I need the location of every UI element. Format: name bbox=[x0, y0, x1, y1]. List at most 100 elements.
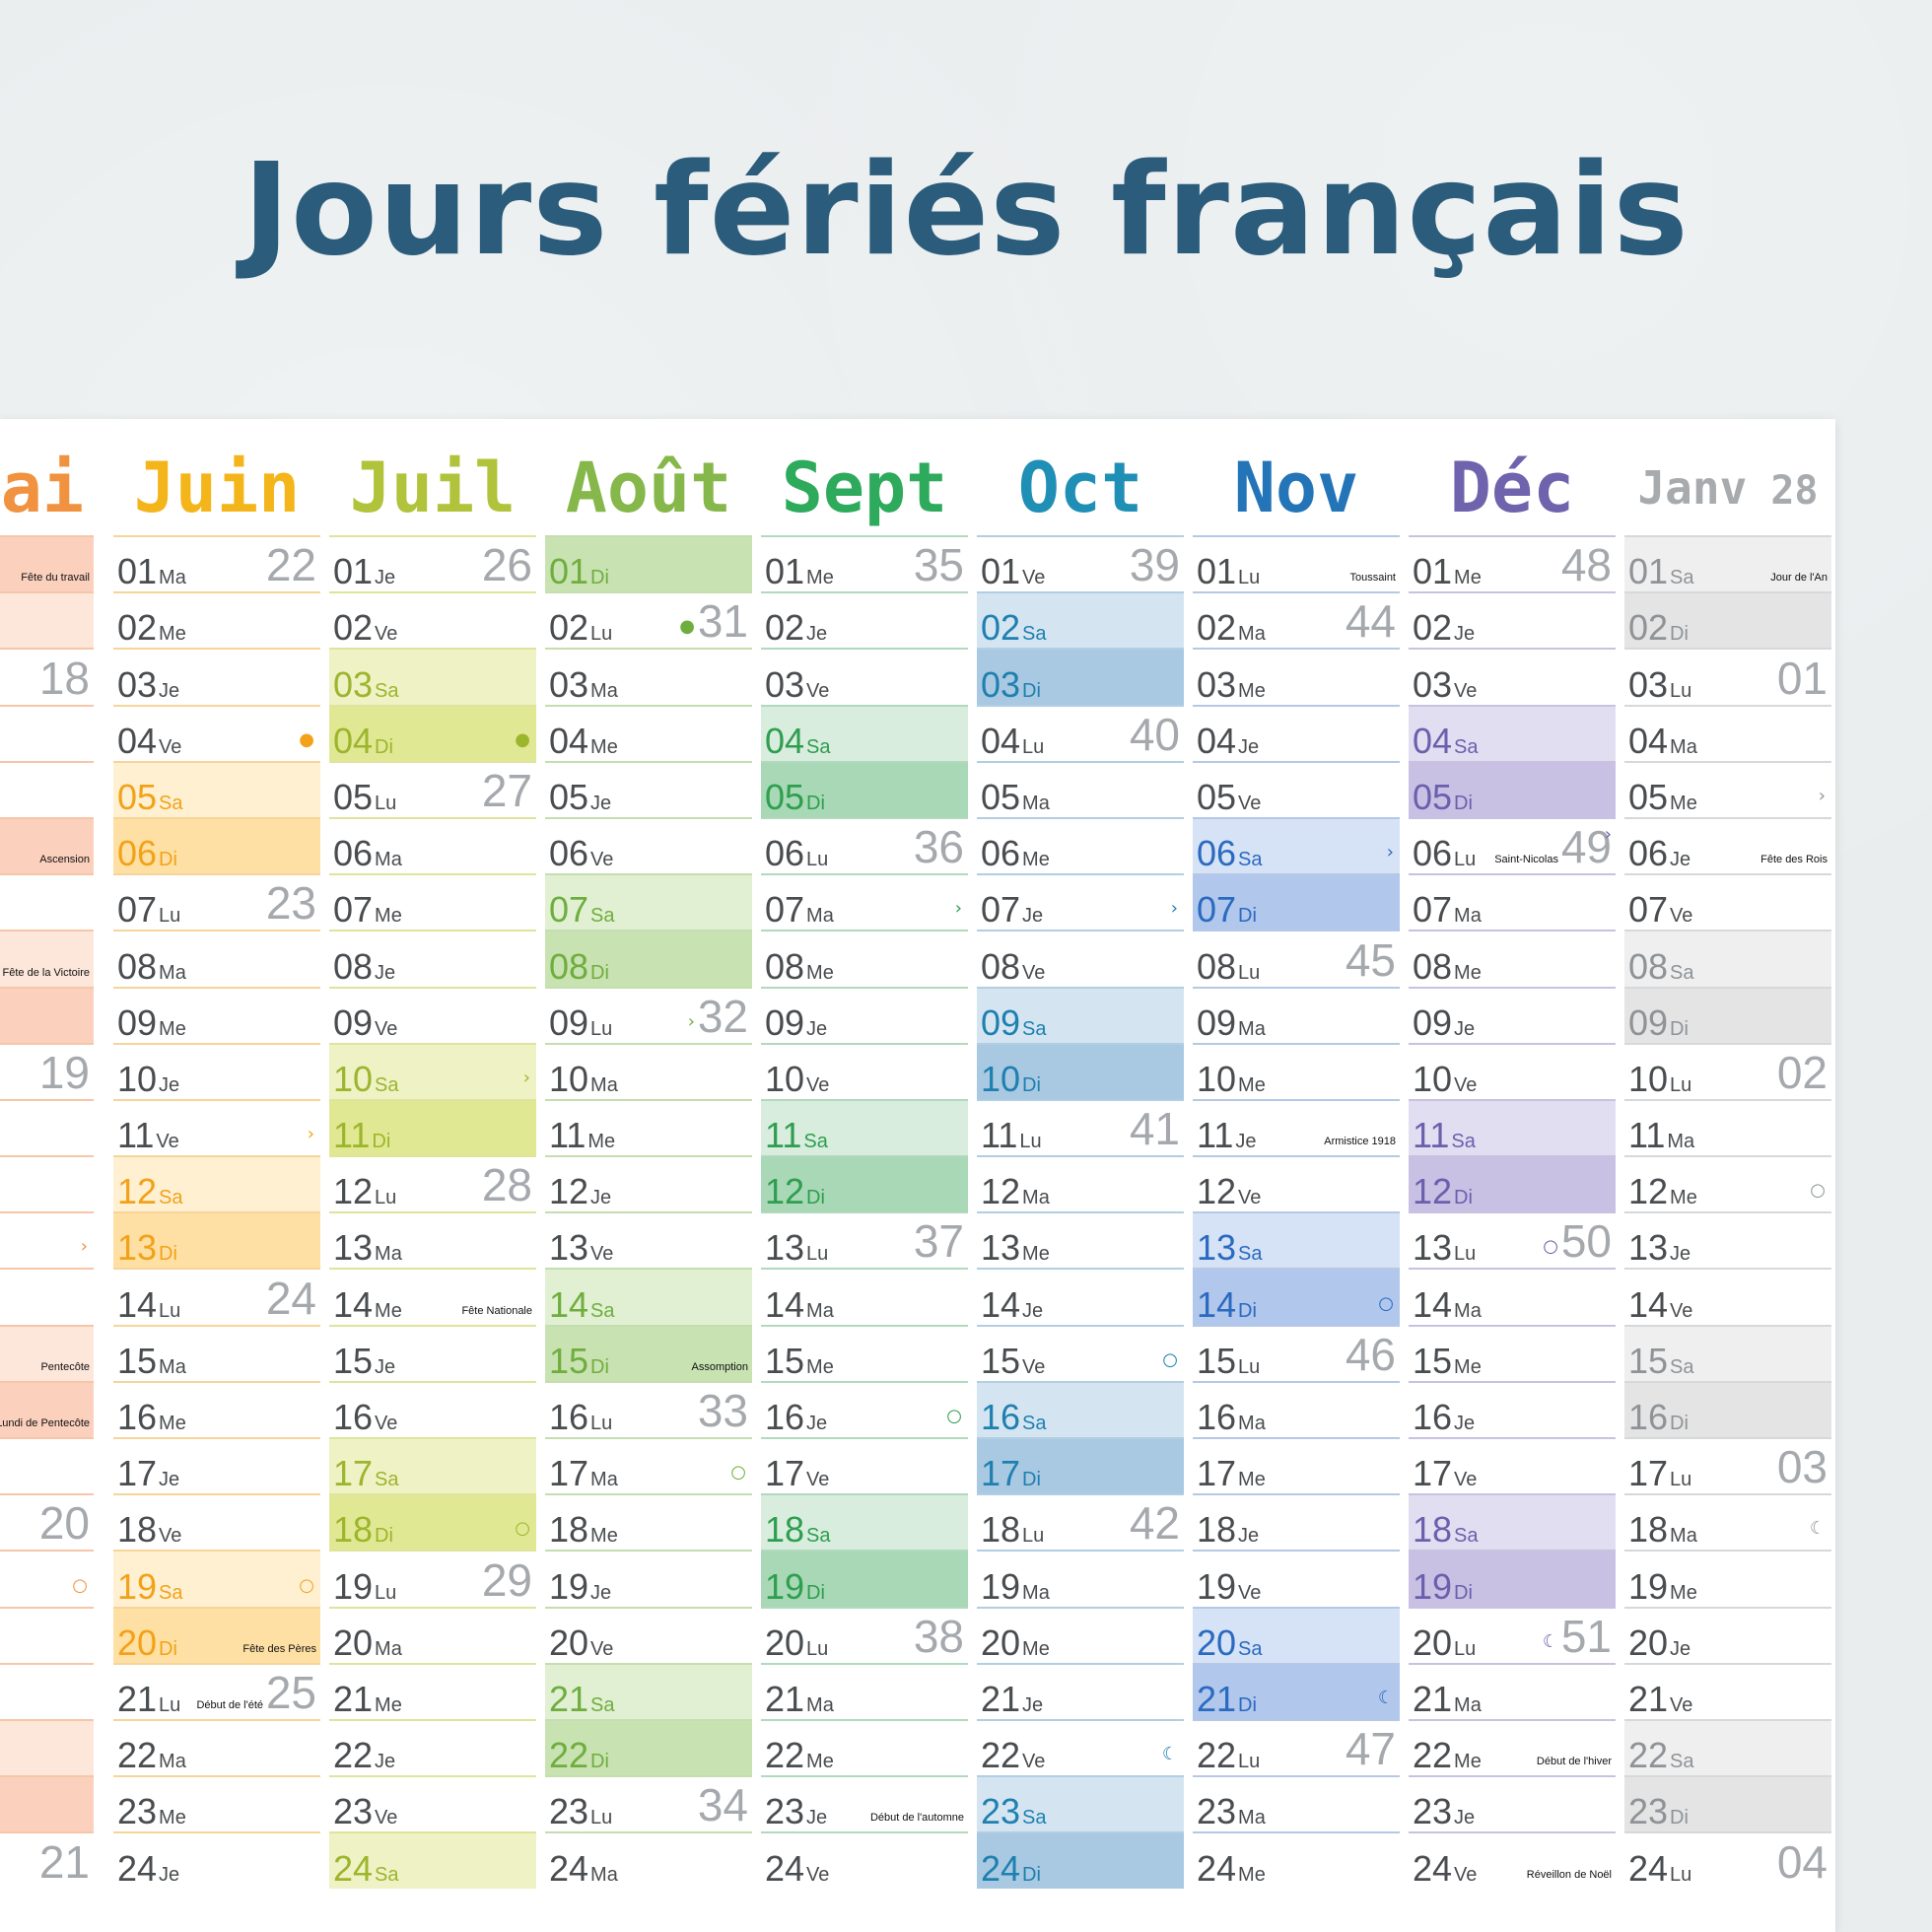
day-row: 01 Me 48 bbox=[1409, 535, 1616, 591]
weekday: Sa bbox=[590, 1299, 615, 1322]
day-label: 03 Sa bbox=[333, 666, 399, 703]
weekday: Ve bbox=[806, 1469, 830, 1491]
day-label: 08 Lu bbox=[1197, 945, 1260, 987]
weekday: Je bbox=[806, 1807, 828, 1829]
day-row: 21 Ve bbox=[1624, 1662, 1831, 1719]
day-number: 14 bbox=[549, 1283, 589, 1325]
day-label: 07 Je bbox=[981, 892, 1043, 928]
day-number: 18 bbox=[117, 1509, 158, 1551]
day-number: 12 bbox=[117, 1171, 158, 1212]
day-label: 09 Je bbox=[765, 1004, 827, 1041]
week-number: 21 bbox=[38, 1835, 90, 1888]
day-label: 14 Lu bbox=[117, 1286, 180, 1323]
day-label: 04 Lu bbox=[981, 723, 1044, 759]
day-row: 20 Di Fête des Pères bbox=[113, 1606, 320, 1663]
day-label: 02 Me bbox=[117, 610, 186, 646]
day-number: 07 bbox=[1197, 889, 1237, 931]
day-number: 10 bbox=[1197, 1058, 1237, 1099]
week-number: 35 bbox=[913, 539, 964, 591]
day-label: 24 Sa bbox=[333, 1850, 399, 1887]
day-number: 02 bbox=[1413, 607, 1453, 649]
day-label: 02 Je bbox=[765, 610, 827, 646]
day-row: 20 Ve bbox=[545, 1606, 752, 1663]
day-row: 19 Ma bbox=[977, 1550, 1184, 1606]
weekday: Di bbox=[1670, 1017, 1689, 1040]
day-row: 13 Ve bbox=[545, 1211, 752, 1268]
day-number: 14 bbox=[1197, 1283, 1237, 1325]
day-number: 23 bbox=[981, 1791, 1021, 1832]
weekday: Me bbox=[590, 735, 618, 758]
day-row: Fête de la Victoire bbox=[0, 930, 94, 987]
day-row: 15 Je bbox=[329, 1324, 536, 1381]
day-row: 22 Di bbox=[545, 1718, 752, 1776]
day-row: 11 Ve › bbox=[113, 1098, 320, 1155]
day-number: 06 bbox=[1628, 833, 1669, 874]
day-number: 21 bbox=[549, 1678, 589, 1719]
day-number: 20 bbox=[765, 1622, 805, 1663]
weekday: Ve bbox=[375, 623, 398, 646]
weekday: Me bbox=[1454, 961, 1482, 984]
weekday: Lu bbox=[1019, 1131, 1042, 1153]
day-label: 05 Ve bbox=[1197, 779, 1261, 815]
moon-phase-icon: ○ bbox=[1162, 1348, 1178, 1370]
day-row: 03 Lu 01 bbox=[1624, 648, 1831, 704]
day-label: 17 Ve bbox=[1413, 1456, 1477, 1491]
weekday: Ve bbox=[806, 679, 830, 702]
day-label: 14 Di bbox=[1197, 1283, 1257, 1325]
week-number: 42 bbox=[1129, 1497, 1180, 1550]
weekday: Je bbox=[375, 961, 396, 984]
day-row: 17 Sa bbox=[329, 1437, 536, 1494]
day-number: 19 bbox=[981, 1565, 1021, 1607]
day-number: 16 bbox=[1413, 1397, 1453, 1437]
day-number: 01 bbox=[981, 551, 1021, 592]
day-number: 10 bbox=[117, 1058, 158, 1099]
day-label: 13 Lu bbox=[765, 1230, 828, 1266]
moon-phase-icon: ● bbox=[515, 728, 530, 750]
weekday: Ma bbox=[1670, 735, 1697, 758]
weekday: Je bbox=[1454, 1017, 1476, 1040]
day-label: 19 Di bbox=[765, 1568, 825, 1605]
day-row: 07 Ma bbox=[1409, 873, 1616, 930]
day-number: 18 bbox=[1628, 1509, 1669, 1551]
day-row: 09 Lu 32 › bbox=[545, 986, 752, 1043]
weekday: Sa bbox=[375, 1073, 399, 1096]
day-number: 02 bbox=[981, 607, 1021, 649]
day-row: ○ bbox=[0, 1550, 94, 1606]
day-row: › bbox=[0, 1211, 94, 1268]
weekday: Me bbox=[1238, 1073, 1266, 1096]
weekday: Ve bbox=[806, 1073, 830, 1096]
weekday: Je bbox=[1454, 623, 1476, 646]
day-label: 23 Ma bbox=[1197, 1794, 1266, 1829]
day-number: 02 bbox=[333, 607, 374, 649]
day-number: 03 bbox=[1628, 663, 1669, 705]
day-label: 14 Ma bbox=[1413, 1286, 1482, 1323]
weekday: Ve bbox=[1238, 1581, 1262, 1604]
day-row: 19 Ve bbox=[1193, 1550, 1400, 1606]
day-label: 09 Ma bbox=[1197, 1001, 1266, 1043]
day-number: 19 bbox=[1628, 1565, 1669, 1607]
moon-phase-icon: › bbox=[80, 1236, 88, 1258]
weekday: Me bbox=[1022, 1637, 1050, 1660]
day-row: 10 Je bbox=[113, 1042, 320, 1099]
day-row: 05 Di bbox=[1409, 760, 1616, 817]
day-label: 05 Lu bbox=[333, 779, 396, 815]
day-number: 10 bbox=[765, 1058, 805, 1099]
day-label: 19 Sa bbox=[117, 1568, 183, 1605]
day-number: 08 bbox=[1197, 945, 1237, 987]
holiday-label: Saint-Nicolas bbox=[1494, 854, 1558, 866]
day-label: 15 Me bbox=[765, 1343, 834, 1379]
day-row: 20 Lu 51 ☾ bbox=[1409, 1606, 1616, 1663]
day-number: 17 bbox=[765, 1453, 805, 1494]
day-row: 19 Di bbox=[1409, 1550, 1616, 1607]
day-number: 12 bbox=[1628, 1171, 1669, 1212]
weekday: Ma bbox=[1454, 1299, 1482, 1322]
day-row: 18 Ve bbox=[113, 1493, 320, 1550]
weekday: Di bbox=[1238, 1299, 1257, 1322]
day-label: 23 Je bbox=[1413, 1794, 1475, 1829]
day-number: 06 bbox=[117, 833, 158, 874]
day-number: 09 bbox=[1197, 1001, 1237, 1043]
weekday: Lu bbox=[375, 1581, 397, 1604]
day-number: 01 bbox=[765, 551, 805, 592]
day-row: 15 Me bbox=[761, 1324, 968, 1381]
day-number: 01 bbox=[117, 551, 158, 592]
